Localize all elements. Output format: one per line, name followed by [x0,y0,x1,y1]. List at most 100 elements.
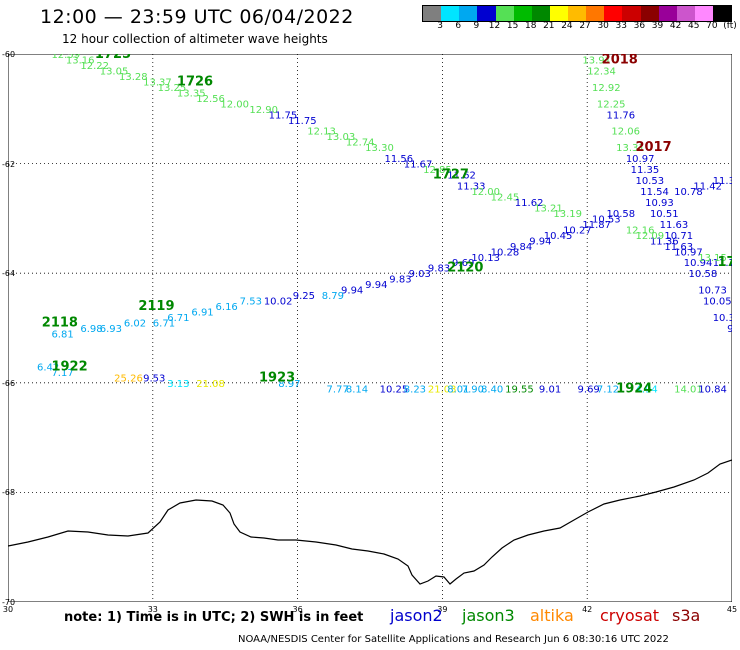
wave-height-value: 3.13 [167,379,189,390]
wave-height-value: 13.21 [534,203,563,214]
wave-height-value: 12.90 [249,105,278,116]
wave-height-value: 11.35 [631,165,660,176]
wave-height-value: 19.55 [505,384,534,395]
wave-height-value: 7.90 [462,384,484,395]
legend-swatch [477,6,496,21]
wave-height-value: 10.58 [607,209,636,220]
wave-height-value: 11.62 [515,198,544,209]
map-subtitle: 12 hour collection of altimeter wave hei… [62,32,328,46]
latitude-label: -66 [2,378,16,388]
antarctic-coastline [8,459,732,585]
wave-height-value: 10.97 [626,154,655,165]
wave-height-value: 12.00 [220,99,249,110]
wave-height-value: 11.33 [457,182,486,193]
track-time-label: 2118 [42,316,78,331]
wave-height-value: 12.06 [611,127,640,138]
legend-swatch [568,6,587,21]
wave-height-value: 12.45 [491,192,520,203]
wave-height-value: 12.59 [51,54,80,61]
wave-height-value: 7.53 [240,297,262,308]
track-time-label: 1924 [616,381,652,396]
wave-height-value: 9.01 [539,384,561,395]
wave-height-value: 10.28 [491,247,520,258]
wave-height-value: 10.30 [713,313,732,324]
legend-label: 27 [579,21,591,31]
wave-height-value: 11.63 [660,220,689,231]
latitude-label: -64 [2,269,16,279]
wave-height-value: 10.05 [703,297,732,308]
wave-height-value: 6.93 [100,324,122,335]
legend-swatch [676,6,695,21]
wave-height-value: 12.00 [471,187,500,198]
wave-height-value: 6.02 [124,319,146,330]
wave-height-value: 10.02 [264,297,293,308]
wave-height-value: 4.94 [635,384,657,395]
wave-height-value: 9.94 [529,236,551,247]
color-legend-labels: 3 6 9 12 15 18 21 24 27 30 33 36 39 42 45 70 (ft) [422,21,740,33]
longitude-label: 36 [292,605,303,614]
track-time-labels: 1725 1726 1727 2018 2017 2120 2119 2118 1922 1923… [42,54,732,396]
legend-label: 36 [633,21,646,31]
legend-swatch [713,6,732,21]
color-legend [422,5,732,22]
satellite-name: altika [530,606,574,625]
wave-height-value: 11.75 [269,110,298,121]
track-time-label: 1923 [259,370,295,385]
wave-height-value: 10.25 [380,384,409,395]
wave-height-value: 10.97 [674,247,703,258]
wave-height-value: 7.17 [51,368,73,379]
wave-height-value: 12.16 [626,225,655,236]
legend-label: 15 [506,21,519,31]
wave-height-value: 12.85 [423,165,452,176]
wave-height-value: 9.25 [293,291,315,302]
latitude-label: -60 [2,50,16,59]
legend-label: 21 [543,21,555,31]
satellite-name: jason3 [462,606,515,625]
wave-height-value: 11.87 [582,220,611,231]
longitude-label: 39 [437,605,448,614]
legend-swatch [441,6,460,21]
wave-height-value: 11.67 [404,160,433,171]
wave-height-value: 9.69 [452,258,474,269]
wave-height-value: 21.08 [196,379,225,390]
wave-height-value: 13.05 [100,66,129,77]
legend-swatch [513,6,532,21]
wave-height-value: 13.37 [143,77,172,88]
wave-height-value: 8.97 [278,379,300,390]
wave-height-value: 13.19 [553,209,582,220]
satellite-name: jason2 [390,606,443,625]
wave-height-value: 13.35 [177,88,206,99]
wave-height-value: 9.5 [727,324,732,335]
wave-height-value: 13.15 [698,253,727,264]
legend-label: (ft) [723,21,737,31]
legend-label: 30 [597,21,609,31]
wave-height-value: 10.73 [698,286,727,297]
wave-height-value: 6.81 [51,329,73,340]
legend-label: 18 [524,21,537,31]
wave-height-value: 12.34 [587,66,616,77]
satellite-name: s3a [672,606,701,625]
wave-height-value: 6.91 [191,308,213,319]
legend-label: 42 [669,21,682,31]
wave-height-value: 11.32 [713,176,732,187]
legend-label: 24 [561,21,573,31]
credit-line: NOAA/NESDIS Center for Satellite Applica… [238,634,669,645]
wave-height-value: 9.53 [143,373,165,384]
wave-height-value: 6.71 [167,313,189,324]
wave-height-value: 9.84 [510,242,532,253]
legend-swatch [658,6,677,21]
wave-height-value: 9.83 [389,275,411,286]
wave-height-value: 11.75 [288,116,317,127]
wave-height-value: 9.83 [428,264,450,275]
latitude-label: -70 [2,598,16,607]
wave-height-value: 13.16 [66,55,95,66]
wave-height-map: 12.5913.1612.2213.0513.2813.3713.2513.35… [8,54,732,602]
wave-height-value: 9.69 [578,384,600,395]
wave-height-value: 10.27 [563,225,592,236]
wave-height-value: 6.42 [37,362,59,373]
map-frame [8,54,732,602]
wave-height-value: 11.63 [664,242,693,253]
wave-height-value: 11.76 [607,110,636,121]
wave-height-value: 8.14 [346,384,368,395]
legend-swatch [531,6,550,21]
